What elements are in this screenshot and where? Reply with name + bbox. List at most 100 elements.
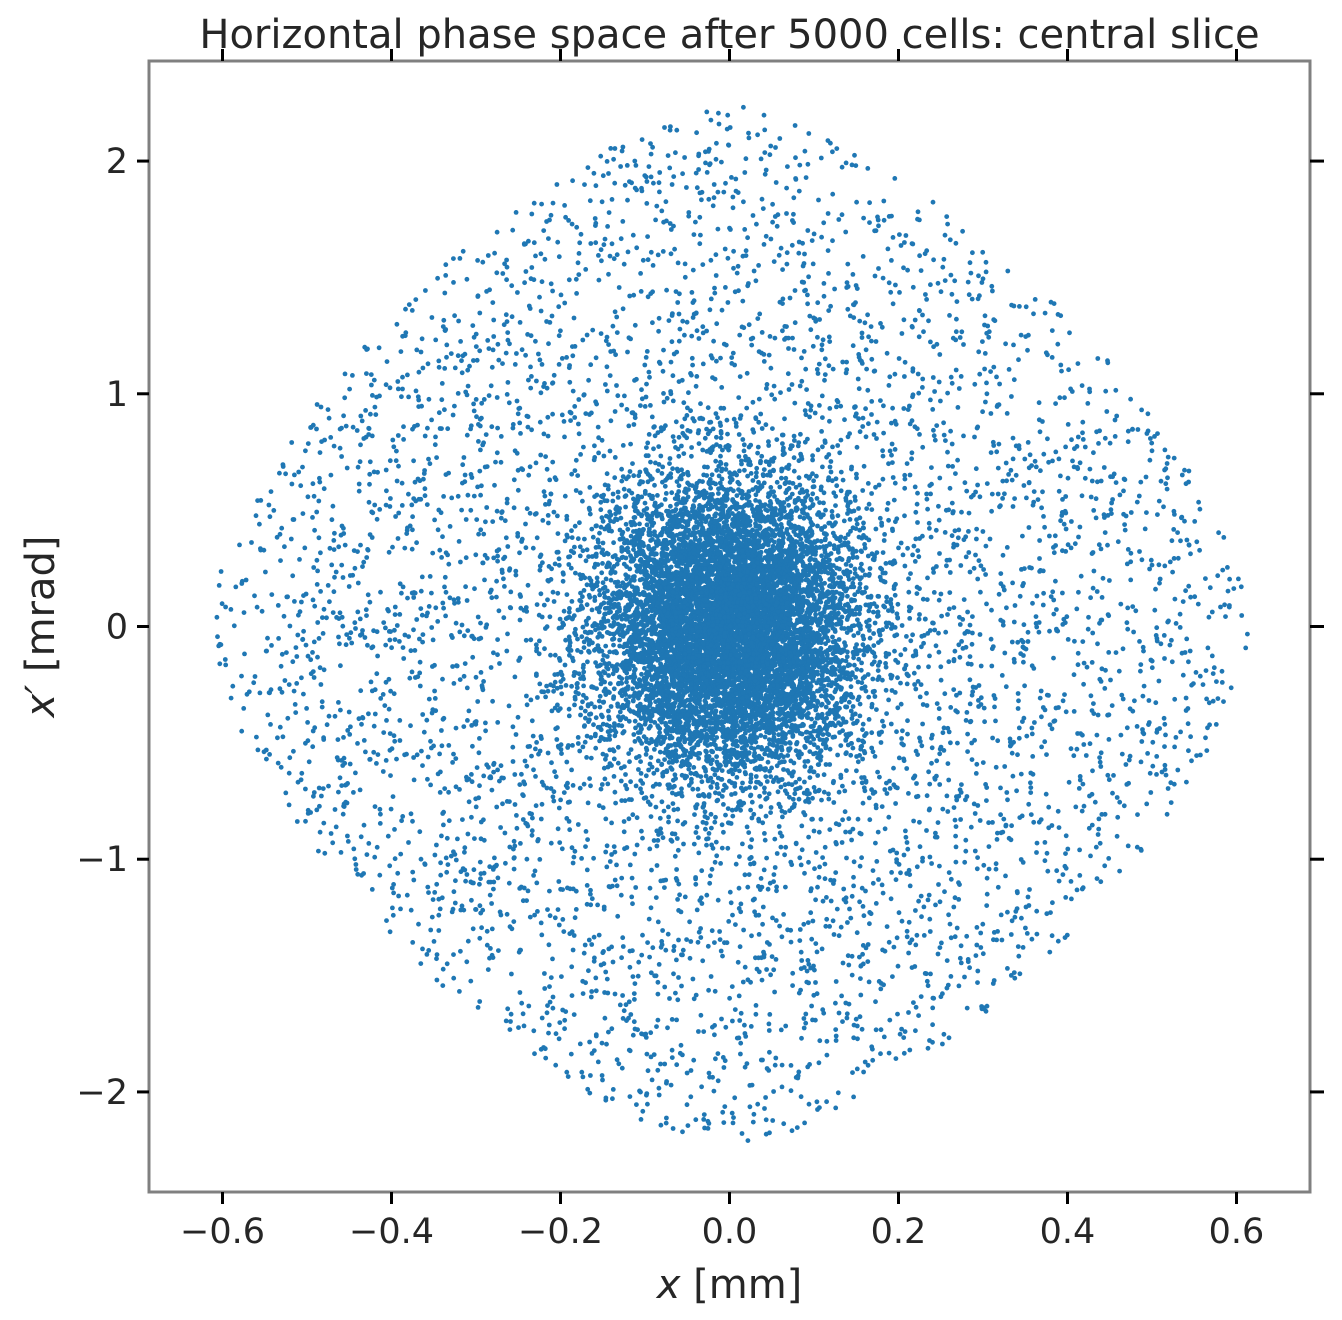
data-point <box>797 482 803 488</box>
data-point <box>630 686 635 692</box>
data-point <box>551 599 557 604</box>
data-point <box>655 723 661 729</box>
data-point <box>617 674 622 680</box>
data-point <box>575 735 581 740</box>
data-point <box>867 628 872 633</box>
data-point <box>710 766 716 772</box>
data-point <box>638 759 643 764</box>
data-point <box>723 785 729 790</box>
data-point <box>884 594 889 600</box>
data-point <box>803 675 809 681</box>
data-point <box>794 568 800 573</box>
data-point <box>535 695 540 700</box>
data-point <box>666 819 671 825</box>
data-point <box>841 626 847 631</box>
data-point <box>762 790 767 795</box>
data-point <box>600 518 606 524</box>
data-point <box>763 774 769 779</box>
data-point <box>662 497 668 502</box>
data-point <box>717 444 723 449</box>
data-point <box>588 783 593 789</box>
data-point <box>740 780 745 786</box>
data-point <box>689 453 694 459</box>
data-point <box>750 478 756 483</box>
data-point <box>679 566 684 572</box>
data-point <box>624 670 630 676</box>
data-point <box>696 835 701 840</box>
data-point <box>848 708 854 714</box>
data-point <box>583 558 589 564</box>
data-point <box>892 625 898 630</box>
data-point <box>847 517 853 522</box>
data-point <box>737 468 742 474</box>
data-point <box>720 788 726 793</box>
data-point <box>706 754 712 759</box>
data-point <box>860 721 866 727</box>
data-point <box>762 837 768 843</box>
data-point <box>524 693 529 699</box>
data-point <box>822 537 828 543</box>
data-point <box>579 634 585 640</box>
data-point <box>600 580 606 586</box>
data-point <box>608 704 614 709</box>
data-point <box>566 713 572 719</box>
data-point <box>659 799 665 805</box>
data-point <box>895 705 901 711</box>
data-point <box>582 739 588 745</box>
data-point <box>907 616 913 621</box>
data-point <box>875 677 881 682</box>
data-point <box>860 727 865 733</box>
data-point <box>517 617 523 623</box>
data-point <box>931 570 936 575</box>
data-point <box>721 829 726 835</box>
data-point <box>910 552 915 558</box>
data-point <box>845 593 850 599</box>
data-point <box>787 740 792 745</box>
data-point <box>853 675 858 680</box>
data-point <box>877 515 883 521</box>
data-point <box>624 576 629 582</box>
data-point <box>768 805 774 810</box>
data-point <box>802 744 808 749</box>
data-point <box>898 680 903 686</box>
data-point <box>720 447 725 453</box>
data-point <box>670 801 676 806</box>
data-point <box>633 783 639 789</box>
data-point <box>913 686 919 692</box>
data-point <box>815 447 821 453</box>
data-point <box>644 445 649 450</box>
data-point <box>927 653 932 659</box>
data-point <box>927 526 932 531</box>
data-point <box>753 739 759 745</box>
data-point <box>920 596 926 602</box>
data-point <box>911 670 917 676</box>
data-point <box>639 790 645 796</box>
data-point <box>525 582 531 588</box>
data-point <box>644 608 649 614</box>
data-point <box>718 435 724 441</box>
data-point <box>759 426 765 431</box>
data-point <box>615 760 621 766</box>
data-point <box>827 762 833 767</box>
data-point <box>769 392 775 398</box>
data-point <box>563 683 569 688</box>
data-point <box>823 641 828 647</box>
data-point <box>611 774 617 779</box>
data-point <box>763 813 769 819</box>
data-point <box>697 751 703 756</box>
data-point <box>730 813 736 819</box>
data-point <box>963 718 969 723</box>
data-point <box>725 806 731 811</box>
data-point <box>689 445 694 450</box>
data-point <box>626 797 632 802</box>
data-point <box>865 553 871 559</box>
data-point <box>696 850 702 856</box>
data-point <box>627 759 632 765</box>
data-point <box>550 589 556 595</box>
data-point <box>875 769 880 775</box>
data-point <box>783 475 789 481</box>
scatter-points <box>214 104 1250 1143</box>
data-point <box>688 770 694 776</box>
data-point <box>753 774 759 779</box>
